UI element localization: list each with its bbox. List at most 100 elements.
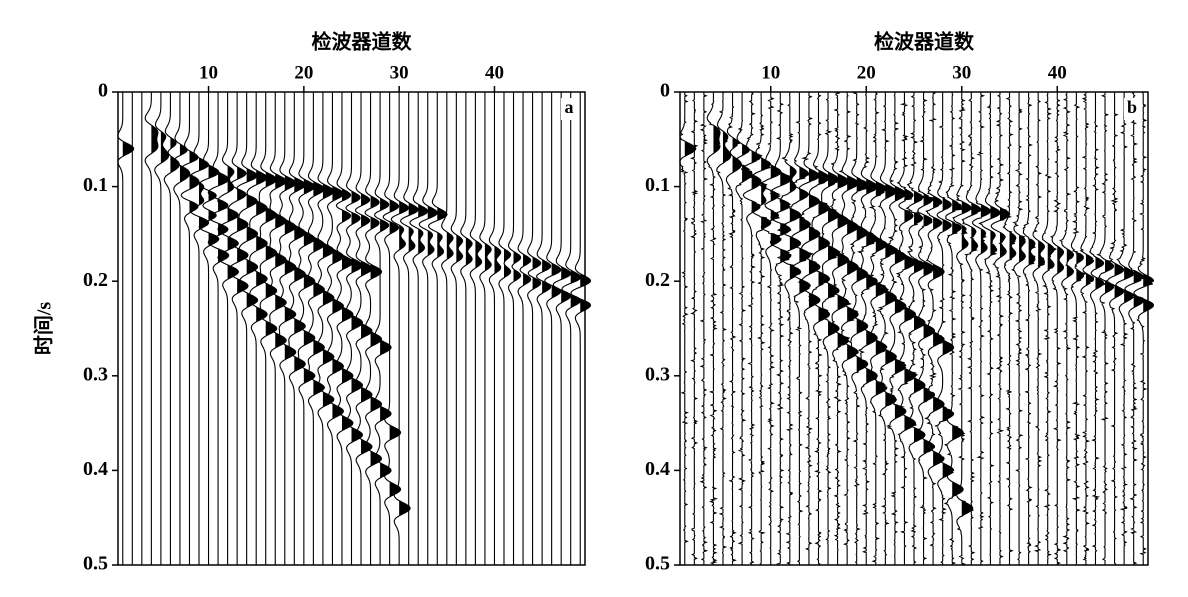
trace-wiggle <box>866 92 890 565</box>
trace-fill <box>294 92 306 565</box>
plot-frame <box>117 91 586 566</box>
trace-wiggle <box>1070 92 1087 565</box>
trace-wiggle <box>163 92 180 565</box>
trace-wiggle <box>749 92 772 566</box>
trace-fill <box>389 92 401 565</box>
trace-wiggle <box>317 92 335 565</box>
trace-fill <box>303 92 315 565</box>
trace-fill <box>265 92 277 565</box>
trace-wiggle <box>450 92 464 565</box>
x-tick-label: 10 <box>761 62 780 83</box>
trace-fill <box>513 92 521 565</box>
trace-fill <box>532 92 541 565</box>
trace-fill <box>866 92 878 565</box>
trace-wiggle <box>776 92 802 565</box>
y-axis-title: 时间/s <box>33 302 56 356</box>
trace-fill <box>875 92 889 565</box>
trace-wiggle <box>498 92 512 565</box>
trace-wiggle <box>716 91 732 565</box>
trace-wiggle <box>297 92 316 565</box>
trace-wiggle <box>978 92 1001 566</box>
trace-fill <box>1009 92 1016 565</box>
y-tick-label: 0.1 <box>645 174 670 196</box>
trace-wiggle <box>258 92 278 565</box>
y-tick-label: 0.3 <box>645 363 670 385</box>
trace-wiggle <box>1050 92 1065 565</box>
trace-wiggle <box>400 92 419 565</box>
panel-label-bg <box>1124 98 1140 120</box>
trace-fill <box>313 92 325 565</box>
trace-fill <box>1114 92 1124 565</box>
y-tick-label: 0.5 <box>645 553 670 575</box>
trace-wiggle <box>706 92 721 565</box>
trace-fill <box>227 92 239 565</box>
trace-wiggle <box>895 92 919 565</box>
trace-wiggle <box>905 92 928 565</box>
trace-wiggle <box>838 92 859 565</box>
trace-wiggle <box>699 92 709 565</box>
trace-wiggle <box>1011 92 1026 565</box>
trace-fill <box>542 92 551 565</box>
trace-wiggle <box>469 92 483 565</box>
trace-fill <box>399 92 411 565</box>
trace-fill <box>503 92 511 565</box>
trace-fill <box>1028 92 1035 565</box>
trace-wiggle <box>236 92 259 565</box>
trace-wiggle <box>735 92 753 565</box>
trace-wiggle <box>544 92 562 565</box>
trace-fill <box>1038 92 1045 565</box>
trace-wiggle <box>1032 92 1045 565</box>
trace-wiggle <box>278 92 297 565</box>
panel-label: a <box>565 97 574 117</box>
y-tick-label: 0.4 <box>645 458 670 480</box>
trace-wiggle <box>345 92 364 565</box>
trace-fill <box>818 92 830 565</box>
trace-wiggle <box>488 92 502 565</box>
trace-wiggle <box>1059 92 1075 565</box>
y-tick-label: 0.5 <box>83 553 108 575</box>
trace-fill <box>151 92 158 565</box>
trace-fill <box>380 92 392 565</box>
trace-fill <box>160 92 169 565</box>
panel-label-bg <box>561 98 577 120</box>
y-tick-label: 0 <box>660 80 670 102</box>
x-axis-title: 检波器道数 <box>312 30 413 54</box>
trace-wiggle <box>479 92 492 565</box>
trace-fill <box>465 92 473 565</box>
trace-wiggle <box>117 92 135 565</box>
trace-wiggle <box>818 92 841 565</box>
trace-wiggle <box>725 92 743 565</box>
trace-wiggle <box>1096 92 1115 565</box>
trace-wiggle <box>570 92 591 565</box>
y-tick-label: 0.4 <box>83 458 108 480</box>
x-tick-label: 30 <box>952 62 971 83</box>
trace-fill <box>1066 92 1074 565</box>
trace-wiggle <box>1104 92 1125 566</box>
trace-fill <box>722 92 731 565</box>
trace-fill <box>456 92 463 565</box>
trace-fill <box>1095 92 1106 565</box>
trace-fill <box>170 92 180 565</box>
trace-fill <box>990 92 1001 565</box>
trace-wiggle <box>1079 92 1095 565</box>
trace-wiggle <box>1124 91 1145 565</box>
y-tick-label: 0.1 <box>83 174 108 196</box>
trace-wiggle <box>971 92 991 565</box>
trace-wiggle <box>307 92 325 565</box>
trace-wiggle <box>154 92 170 565</box>
trace-fill <box>494 92 501 565</box>
trace-fill <box>256 92 268 565</box>
plot-frame <box>679 91 1149 566</box>
trace-wiggle <box>288 92 306 565</box>
trace-wiggle <box>689 92 699 566</box>
trace-wiggle <box>934 92 955 565</box>
trace-wiggle <box>144 92 159 565</box>
trace-wiggle <box>173 92 191 565</box>
trace-fill <box>961 92 974 565</box>
trace-fill <box>828 92 840 565</box>
y-tick-label: 0.2 <box>645 269 670 291</box>
trace-wiggle <box>180 92 200 565</box>
y-tick-label: 0.2 <box>83 269 108 291</box>
trace-fill <box>856 92 868 565</box>
trace-fill <box>1057 92 1064 565</box>
